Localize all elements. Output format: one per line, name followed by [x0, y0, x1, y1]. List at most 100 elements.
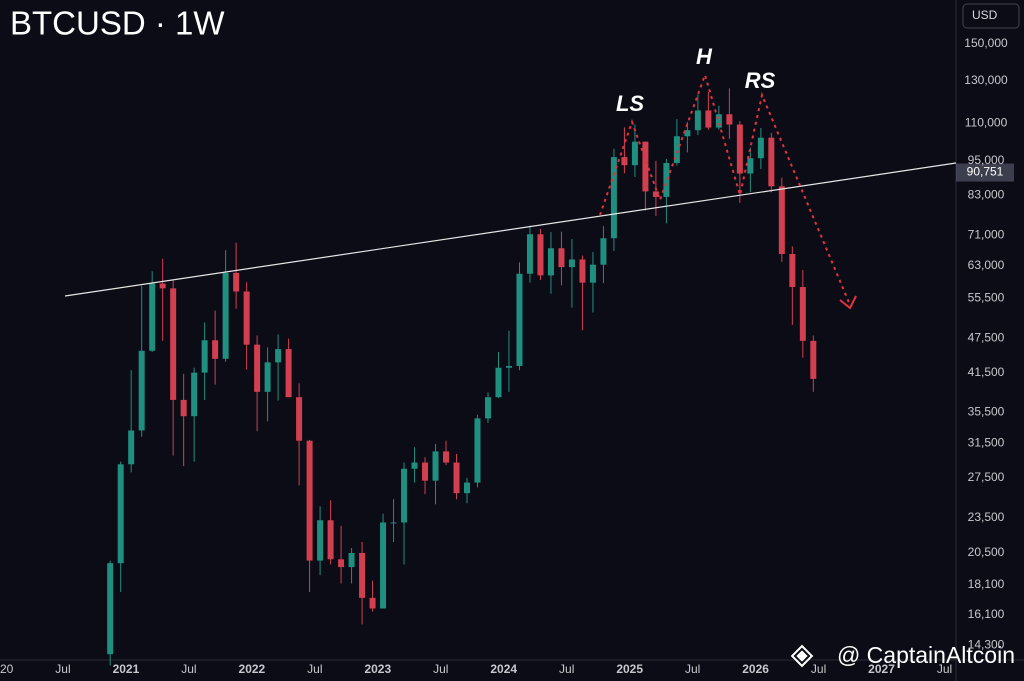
- y-tick-label: 71,000: [968, 227, 1005, 241]
- candle-body: [243, 291, 250, 345]
- y-tick-label: 47,500: [968, 330, 1005, 344]
- candle-body: [275, 349, 282, 363]
- candle-body: [212, 340, 219, 359]
- currency-box: [962, 3, 1020, 29]
- x-tick-label: 2027: [868, 662, 895, 676]
- candle-body: [484, 397, 491, 419]
- y-tick-label: 31,500: [968, 435, 1005, 449]
- candle-body: [568, 259, 575, 268]
- x-tick-label: 2022: [239, 662, 266, 676]
- candle-body: [138, 350, 145, 431]
- candle-body: [464, 482, 471, 494]
- x-tick-label: Jul: [433, 662, 448, 676]
- candle-body: [264, 362, 271, 392]
- y-tick-label: 83,000: [968, 188, 1005, 202]
- x-tick-label: Jul: [55, 662, 70, 676]
- candle-body: [516, 273, 523, 366]
- candle-body: [526, 234, 533, 274]
- candle-body: [757, 137, 764, 159]
- x-tick-label: 20: [0, 662, 14, 676]
- candle-body: [159, 283, 166, 289]
- candle-body: [201, 340, 208, 373]
- currency: USD: [972, 8, 998, 22]
- candle-body: [411, 462, 418, 469]
- candle-body: [558, 248, 565, 268]
- y-tick-label: 23,500: [968, 510, 1005, 524]
- plot-area: [107, 88, 817, 666]
- y-tick-label: 55,500: [968, 290, 1005, 304]
- candle-body: [317, 520, 324, 561]
- pattern-line: [599, 71, 851, 306]
- last-price-label: 90,751: [967, 165, 1004, 179]
- candle-body: [296, 397, 303, 441]
- candle-body: [285, 349, 292, 398]
- candle-body: [736, 124, 743, 174]
- last-price-box: [956, 163, 1014, 182]
- candle-body: [422, 462, 429, 481]
- candle-body: [128, 430, 135, 465]
- candle-body: [191, 372, 198, 417]
- x-tick-label: Jul: [685, 662, 700, 676]
- candle-body: [600, 238, 607, 265]
- candle-body: [663, 163, 670, 197]
- candle-body: [778, 186, 785, 254]
- y-tick-label: 63,000: [968, 258, 1005, 272]
- arrow-head: [839, 295, 857, 310]
- y-tick-label: 20,500: [968, 545, 1005, 559]
- y-tick-label: 41,500: [968, 365, 1005, 379]
- candle-body: [694, 110, 701, 131]
- neckline: [64, 162, 957, 297]
- candle-body: [107, 563, 114, 655]
- candle-body: [233, 272, 240, 292]
- candle-body: [390, 522, 397, 524]
- candle-body: [610, 157, 617, 239]
- x-tick-label: Jul: [937, 662, 952, 676]
- annotation: RS: [745, 68, 776, 93]
- candle-body: [789, 253, 796, 288]
- candle-body: [621, 157, 628, 166]
- y-tick-label: 35,500: [968, 405, 1005, 419]
- x-tick-label: Jul: [559, 662, 574, 676]
- candle-body: [579, 259, 586, 283]
- x-tick-label: 2021: [113, 662, 140, 676]
- x-tick-label: Jul: [307, 662, 322, 676]
- candle-body: [149, 283, 156, 351]
- candle-body: [747, 158, 754, 174]
- x-tick-label: Jul: [181, 662, 196, 676]
- candle-body: [180, 399, 187, 417]
- candle-body: [380, 522, 387, 609]
- candle-body: [652, 191, 659, 197]
- candle-body: [338, 559, 345, 568]
- candle-body: [642, 141, 649, 192]
- annotation: LS: [616, 91, 644, 116]
- chart-title: BTCUSD · 1W: [10, 5, 225, 42]
- candle-body: [474, 418, 481, 483]
- y-tick-label: 130,000: [964, 73, 1008, 87]
- candle-body: [726, 114, 733, 125]
- y-tick-label: 27,500: [968, 470, 1005, 484]
- candle-body: [631, 141, 638, 166]
- candle-body: [443, 451, 450, 463]
- candle-body: [799, 287, 806, 341]
- candle-body: [705, 110, 712, 128]
- candle-body: [254, 344, 261, 392]
- candle-body: [673, 136, 680, 164]
- y-tick-label: 95,000: [968, 153, 1005, 167]
- x-tick-label: 2025: [616, 662, 643, 676]
- x-tick-label: Jul: [811, 662, 826, 676]
- candle-body: [453, 462, 460, 494]
- watermark-icon: [790, 644, 814, 668]
- candle-body: [495, 367, 502, 398]
- x-tick-label: 2024: [490, 662, 517, 676]
- candle-body: [715, 114, 722, 128]
- candle-body: [359, 552, 366, 598]
- candle-body: [684, 130, 691, 137]
- candle-body: [547, 248, 554, 276]
- x-tick-label: 2023: [364, 662, 391, 676]
- candle-body: [327, 520, 334, 560]
- candle-body: [401, 468, 408, 523]
- y-tick-label: 14,300: [968, 637, 1005, 651]
- candle-body: [117, 464, 124, 564]
- y-tick-label: 18,100: [968, 577, 1005, 591]
